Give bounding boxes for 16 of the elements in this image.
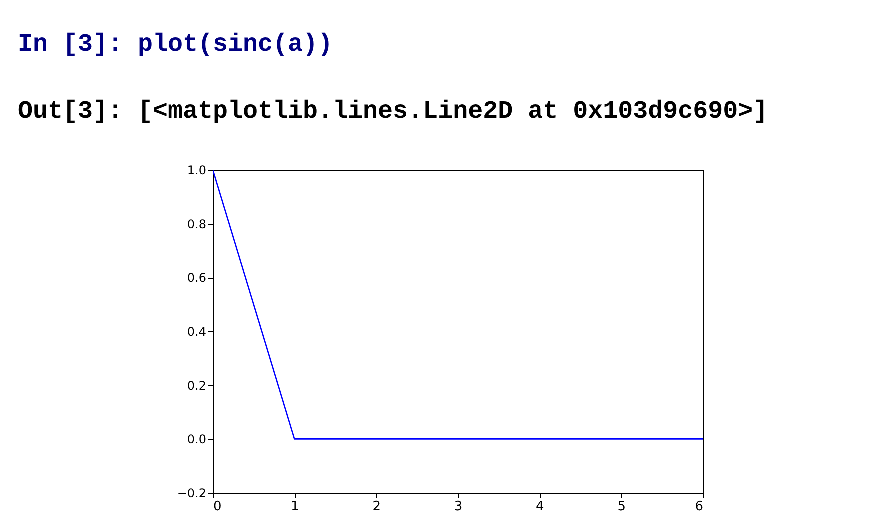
x-tick-label: 4 xyxy=(536,500,544,514)
y-tick-label: 1.0 xyxy=(187,164,206,178)
y-tick-label: 0.8 xyxy=(187,217,206,232)
text: In [3]: plot(sinc(a)) xyxy=(18,30,334,59)
y-tick-label: −0.2 xyxy=(177,486,206,500)
x-tick-label: 0 xyxy=(214,500,222,514)
text: Out[3]: [<matplotlib.lines.Line2D at 0x103d9c690>] xyxy=(18,97,768,126)
y-tick-label: 0.2 xyxy=(187,378,206,393)
y-tick-label: 0.4 xyxy=(187,325,206,339)
x-tick-label: 3 xyxy=(454,500,463,514)
x-tick-label: 2 xyxy=(372,500,381,514)
y-tick-label: 0.6 xyxy=(187,271,206,286)
x-tick-label: 1 xyxy=(291,500,300,514)
x-tick-label: 5 xyxy=(618,500,626,514)
x-tick-label: 6 xyxy=(695,500,704,514)
y-tick-label: 0.0 xyxy=(187,432,206,447)
